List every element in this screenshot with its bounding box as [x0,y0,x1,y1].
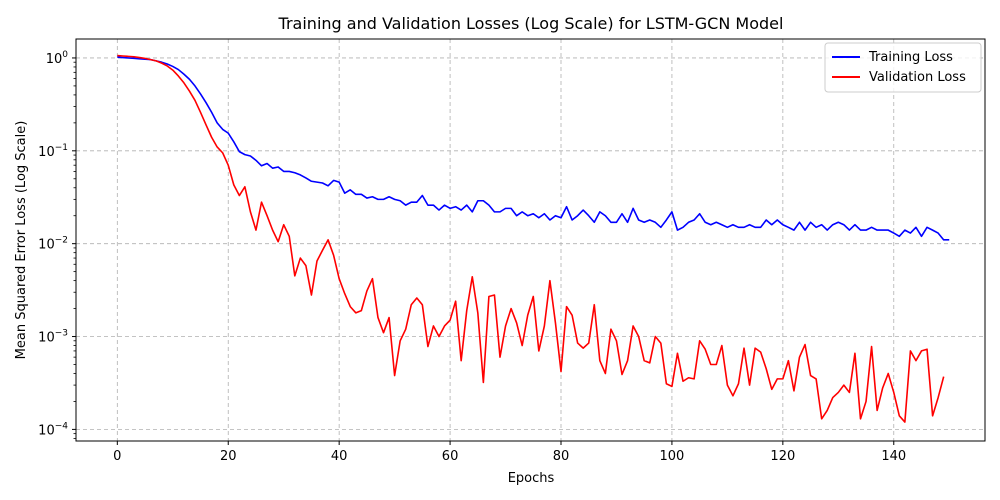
x-tick-label: 60 [442,449,459,464]
x-tick-label: 80 [553,449,570,464]
y-tick-label: 10−1 [38,143,68,160]
y-tick-label: 10−2 [38,236,68,253]
y-axis: 100 10−1 10−2 10−3 10−4 [38,50,76,439]
plot-frame [75,38,986,442]
x-tick-label: 20 [220,449,237,464]
x-tick-label: 100 [660,449,685,464]
x-tick-label: 120 [770,449,795,464]
legend-validation-label: Validation Loss [869,70,966,85]
x-tick-label: 0 [113,449,121,464]
legend: Training Loss Validation Loss [824,42,982,93]
y-tick-label: 100 [46,50,69,67]
legend-box [824,42,982,93]
x-tick-label: 140 [881,449,906,464]
y-tick-label: 10−4 [38,421,68,438]
chart-title: Training and Validation Losses (Log Scal… [278,14,784,33]
training-loss-line [117,56,950,241]
series-layer [117,54,950,423]
x-axis: 0 20 40 60 80 100 120 140 [113,441,906,464]
legend-training-label: Training Loss [868,50,953,65]
validation-loss-line [117,54,945,423]
y-axis-label: Mean Squared Error Loss (Log Scale) [14,121,29,360]
x-tick-label: 40 [331,449,348,464]
y-tick-label: 10−3 [38,329,68,346]
x-axis-label: Epochs [508,471,555,486]
